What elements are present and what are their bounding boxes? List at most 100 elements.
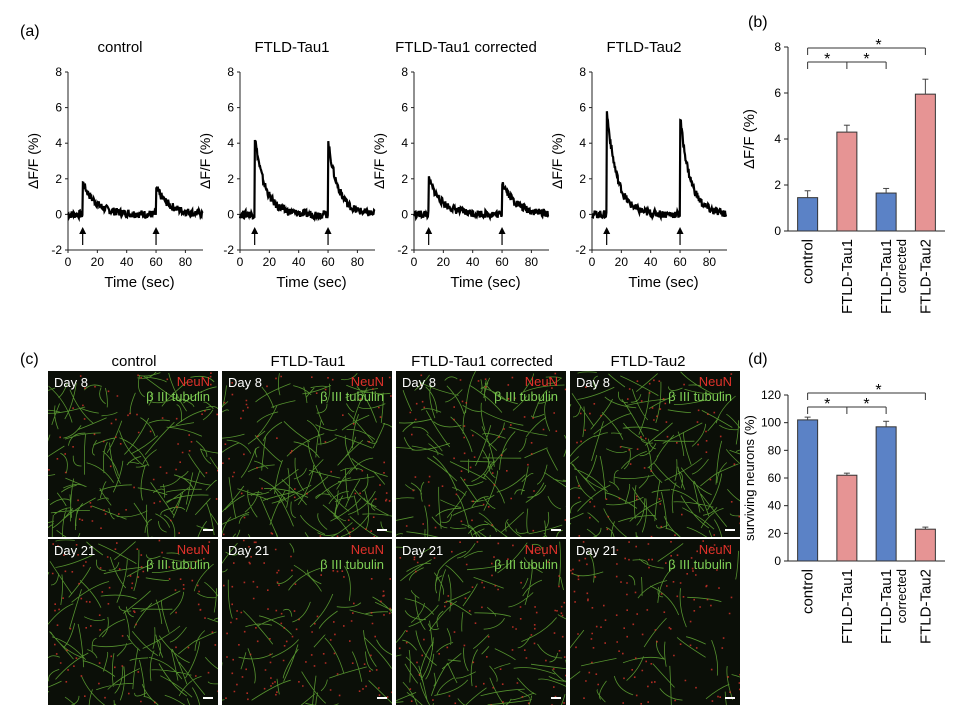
micrograph-day8-1: Day 8 NeuN β III tubulin bbox=[222, 371, 392, 537]
x-tick-label: 40 bbox=[466, 255, 480, 269]
stim-arrow-head bbox=[79, 227, 87, 234]
y-tick-label: 4 bbox=[401, 136, 408, 150]
bar-0 bbox=[797, 419, 819, 562]
trace-line-0 bbox=[67, 180, 204, 223]
micro-day-label: Day 21 bbox=[54, 543, 96, 558]
trace-title-1: FTLD-Tau1 bbox=[254, 39, 329, 56]
bar-1 bbox=[836, 131, 858, 232]
micro-day-label: Day 21 bbox=[228, 543, 270, 558]
micro-day-label: Day 21 bbox=[576, 543, 618, 558]
x-tick-label: 40 bbox=[644, 255, 658, 269]
y-tick-label: 8 bbox=[774, 40, 781, 54]
x-tick-label: 20 bbox=[615, 255, 629, 269]
sig-star-left: * bbox=[824, 51, 830, 68]
x-tick-label: 60 bbox=[673, 255, 687, 269]
y-axis-label-3: ΔF/F (%) bbox=[549, 133, 565, 189]
micrograph-texture bbox=[396, 371, 566, 537]
y-tick-label: 2 bbox=[579, 172, 586, 186]
y-tick-label: 0 bbox=[401, 207, 408, 221]
x-tick-label: 60 bbox=[149, 255, 163, 269]
y-tick-label: 6 bbox=[774, 86, 781, 100]
y-tick-label: 0 bbox=[55, 207, 62, 221]
micro-day-label: Day 8 bbox=[576, 375, 610, 390]
y-tick-label: 4 bbox=[55, 136, 62, 150]
panel-c-column-titles: control FTLD-Tau1 FTLD-Tau1 corrected FTLD-… bbox=[111, 353, 685, 370]
tubulin-fibers bbox=[48, 539, 218, 705]
y-tick-label: 6 bbox=[401, 101, 408, 115]
x-tick-label: 20 bbox=[91, 255, 105, 269]
category-label-1: FTLD-Tau1 bbox=[839, 569, 856, 644]
tubulin-fibers bbox=[396, 371, 566, 537]
y-tick-label: 8 bbox=[55, 65, 62, 79]
scale-bar bbox=[551, 697, 561, 699]
micro-tubulin-label: β III tubulin bbox=[320, 557, 384, 572]
micro-col-title-3: FTLD-Tau2 bbox=[610, 353, 685, 370]
tubulin-fibers bbox=[222, 542, 392, 705]
y-tick-label: 8 bbox=[579, 65, 586, 79]
y-tick-label: 0 bbox=[579, 207, 586, 221]
micrograph-day21-2: Day 21 NeuN β III tubulin bbox=[396, 539, 566, 705]
panel-d-bar-chart: 0 20 40 60 80 100 120 surviving neurons (%) cont… bbox=[742, 382, 945, 644]
micrograph-day21-1: Day 21 NeuN β III tubulin bbox=[222, 539, 392, 705]
y-axis-label: surviving neurons (%) bbox=[742, 415, 757, 541]
micro-neun-label: NeuN bbox=[698, 374, 732, 389]
x-tick-label: 20 bbox=[437, 255, 451, 269]
y-axis-label-2: ΔF/F (%) bbox=[371, 133, 387, 189]
micro-day-label: Day 8 bbox=[54, 375, 88, 390]
micro-tubulin-label: β III tubulin bbox=[668, 557, 732, 572]
y-tick-label: 20 bbox=[768, 526, 782, 540]
category-label-2: corrected bbox=[894, 569, 909, 623]
sig-star-outer: * bbox=[875, 382, 881, 399]
y-tick-label: 80 bbox=[768, 443, 782, 457]
category-label-3: FTLD-Tau2 bbox=[917, 569, 934, 644]
bar-3 bbox=[914, 528, 936, 562]
y-tick-label: 0 bbox=[774, 554, 781, 568]
stim-arrow-head bbox=[425, 227, 433, 234]
y-tick-label: 40 bbox=[768, 499, 782, 513]
stim-arrow-head bbox=[324, 227, 332, 234]
y-axis-label-1: ΔF/F (%) bbox=[197, 133, 213, 189]
y-tick-label: 4 bbox=[774, 132, 781, 146]
micro-neun-label: NeuN bbox=[176, 542, 210, 557]
y-tick-label: -2 bbox=[575, 243, 586, 257]
x-tick-label: 80 bbox=[179, 255, 193, 269]
category-label-2: FTLD-Tau1 bbox=[878, 239, 895, 314]
scale-bar bbox=[377, 697, 387, 699]
y-tick-label: 6 bbox=[55, 101, 62, 115]
micro-tubulin-label: β III tubulin bbox=[146, 389, 210, 404]
scale-bar bbox=[725, 697, 735, 699]
x-tick-label: 40 bbox=[120, 255, 134, 269]
category-label-0: control bbox=[800, 569, 817, 614]
micrograph-texture bbox=[570, 540, 740, 705]
y-tick-label: -2 bbox=[397, 243, 408, 257]
trace-line-3 bbox=[591, 111, 728, 222]
y-tick-label: 0 bbox=[227, 207, 234, 221]
scale-bar bbox=[203, 697, 213, 699]
micro-day-label: Day 8 bbox=[402, 375, 436, 390]
micrograph-texture bbox=[48, 539, 218, 705]
panel-label-c: (c) bbox=[20, 351, 39, 368]
y-tick-label: 6 bbox=[579, 101, 586, 115]
micrograph-day21-3: Day 21 NeuN β III tubulin bbox=[570, 539, 740, 705]
trace-line-2 bbox=[412, 176, 550, 222]
stim-arrow-head bbox=[498, 227, 506, 234]
trace-title-3: FTLD-Tau2 bbox=[606, 39, 681, 56]
sig-star-left: * bbox=[824, 396, 830, 413]
tubulin-fibers bbox=[570, 371, 740, 537]
category-label-1: FTLD-Tau1 bbox=[839, 239, 856, 314]
micrograph-day8-2: Day 8 NeuN β III tubulin bbox=[396, 371, 566, 537]
panel-label-b: (b) bbox=[748, 14, 768, 31]
micrograph-texture bbox=[570, 371, 740, 537]
micro-tubulin-label: β III tubulin bbox=[668, 389, 732, 404]
y-tick-label: 120 bbox=[761, 388, 781, 402]
micro-col-title-2: FTLD-Tau1 corrected bbox=[411, 353, 553, 370]
sig-star-right: * bbox=[863, 396, 869, 413]
trace-line-1 bbox=[238, 139, 376, 223]
micro-neun-label: NeuN bbox=[524, 542, 558, 557]
scale-bar bbox=[203, 529, 213, 531]
micro-tubulin-label: β III tubulin bbox=[494, 557, 558, 572]
y-tick-label: 6 bbox=[227, 101, 234, 115]
x-tick-label: 0 bbox=[411, 255, 418, 269]
category-label-0: control bbox=[800, 239, 817, 284]
